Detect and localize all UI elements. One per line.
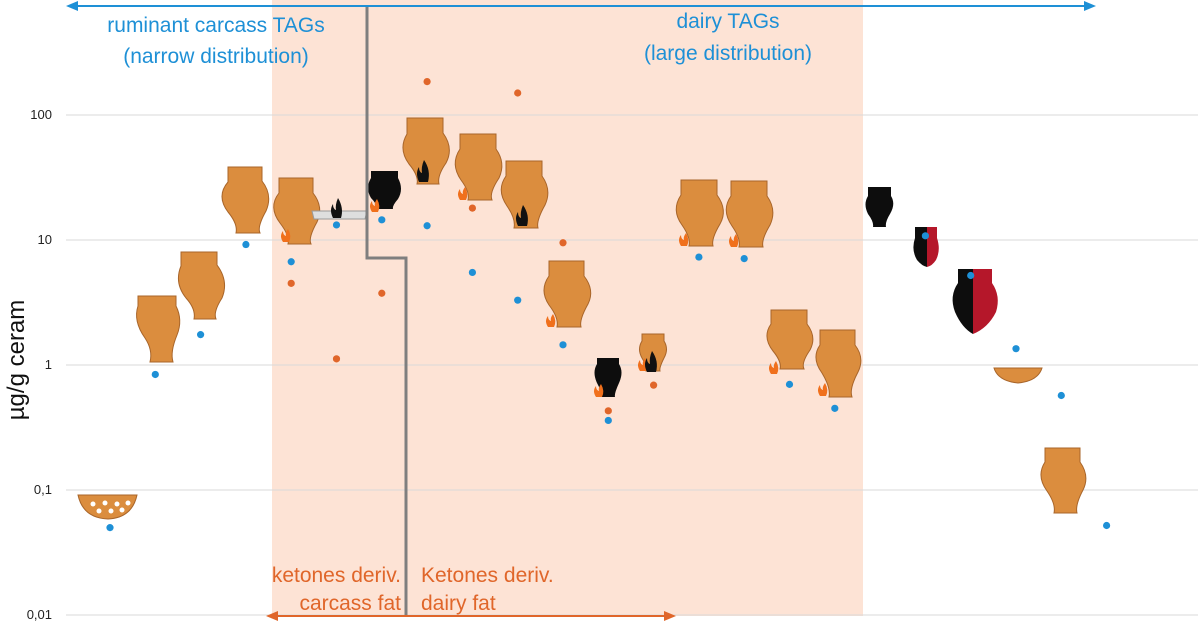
blue-data-point xyxy=(1057,391,1065,400)
flame-icon xyxy=(594,384,604,397)
orange-data-point xyxy=(332,355,341,363)
blue-data-point xyxy=(332,221,341,229)
annotation-ruminant-line2: (narrow distribution) xyxy=(123,45,309,68)
orange-data-point xyxy=(559,239,567,247)
blue-data-point xyxy=(740,254,748,263)
black-flame-icon xyxy=(417,160,429,182)
blue-data-point xyxy=(1103,521,1111,530)
orange-data-point xyxy=(378,289,386,297)
annotation-dairy-line1: dairy TAGs xyxy=(676,10,779,33)
blue-data-point xyxy=(831,404,839,412)
pot-pictograms xyxy=(77,117,1087,520)
flame-icon xyxy=(546,314,556,327)
blue-data-point xyxy=(378,216,386,224)
pot-icon xyxy=(177,251,226,320)
blue-data-point xyxy=(604,416,612,425)
tags-range-arrow xyxy=(66,1,1096,11)
flame-icon xyxy=(370,199,380,212)
y-tick-label: 1 xyxy=(45,357,52,372)
y-tick-label: 10 xyxy=(38,232,52,247)
pot-icon xyxy=(725,180,774,248)
blue-data-point xyxy=(423,222,431,230)
flame-icon xyxy=(281,229,291,242)
data-points xyxy=(106,78,1111,532)
divider-step-line xyxy=(365,6,408,616)
bowl-icon xyxy=(993,367,1043,384)
y-tick-label: 0,1 xyxy=(34,482,52,497)
fire-icons xyxy=(281,160,828,397)
pot-icon xyxy=(500,160,549,229)
flame-icon xyxy=(679,233,689,246)
flame-icon xyxy=(458,187,468,200)
black-flame-icon xyxy=(516,205,528,226)
pot-icon xyxy=(865,187,894,227)
annotation-ruminant-line1: ruminant carcass TAGs xyxy=(107,14,324,37)
blue-data-point xyxy=(967,271,975,280)
annotation-dairy-line2: (large distribution) xyxy=(644,42,812,65)
pot-icon xyxy=(221,166,270,234)
pot-icon xyxy=(973,269,998,334)
blue-data-point xyxy=(921,232,930,240)
black-flame-icon xyxy=(645,351,657,372)
blue-data-point xyxy=(785,380,794,388)
pot-icon xyxy=(927,227,939,267)
y-tick-label: 0,01 xyxy=(27,607,52,622)
y-tick-label: 100 xyxy=(30,107,52,122)
orange-data-point xyxy=(604,407,612,415)
pot-icon xyxy=(402,117,450,185)
blue-data-point xyxy=(514,296,522,304)
blue-data-point xyxy=(106,524,114,532)
annotation-ketones-dairy-line2: dairy fat xyxy=(421,592,496,615)
pot-icon xyxy=(136,295,181,363)
y-axis-label: µg/g ceram xyxy=(3,300,30,421)
orange-data-point xyxy=(514,89,522,97)
orange-data-point xyxy=(468,204,476,212)
pot-icon xyxy=(952,269,973,334)
blue-data-point xyxy=(695,253,703,261)
blue-data-point xyxy=(468,268,476,277)
pot-icon xyxy=(543,260,592,328)
pot-icon xyxy=(675,179,724,247)
orange-data-point xyxy=(423,78,431,86)
annotation-ketones-dairy-line1: Ketones deriv. xyxy=(421,564,554,587)
pot-icon xyxy=(766,309,814,370)
flame-icon xyxy=(729,234,739,247)
blue-data-point xyxy=(287,258,295,266)
orange-data-point xyxy=(287,279,295,287)
orange-data-point xyxy=(650,381,658,389)
pot-icon xyxy=(1040,447,1087,514)
pot-icon xyxy=(815,329,862,398)
blue-data-point xyxy=(242,240,250,249)
blue-data-point xyxy=(1012,345,1020,353)
pot-icon xyxy=(454,133,503,201)
flame-icon xyxy=(638,358,648,371)
blue-data-point xyxy=(197,331,205,339)
black-flame-icon xyxy=(331,198,342,218)
pot-icon xyxy=(368,171,401,209)
annotation-ketones-carcass-line1: ketones deriv. xyxy=(272,564,401,587)
ketones-range-arrow xyxy=(266,611,676,621)
blue-data-point xyxy=(151,370,159,379)
blue-data-point xyxy=(559,341,567,349)
flame-icon xyxy=(818,383,828,396)
strainer-pot-icon xyxy=(77,494,138,520)
flame-icon xyxy=(769,361,779,374)
annotation-ketones-carcass-line2: carcass fat xyxy=(299,592,401,615)
pot-icon xyxy=(273,177,321,245)
